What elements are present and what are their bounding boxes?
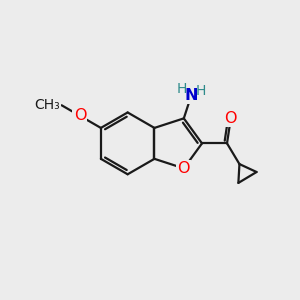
Text: CH₃: CH₃ [34,98,60,112]
Text: H: H [177,82,187,96]
Text: O: O [178,161,190,176]
Text: H: H [196,84,206,98]
Text: N: N [184,88,198,103]
Text: O: O [224,110,237,125]
Text: O: O [74,108,86,123]
